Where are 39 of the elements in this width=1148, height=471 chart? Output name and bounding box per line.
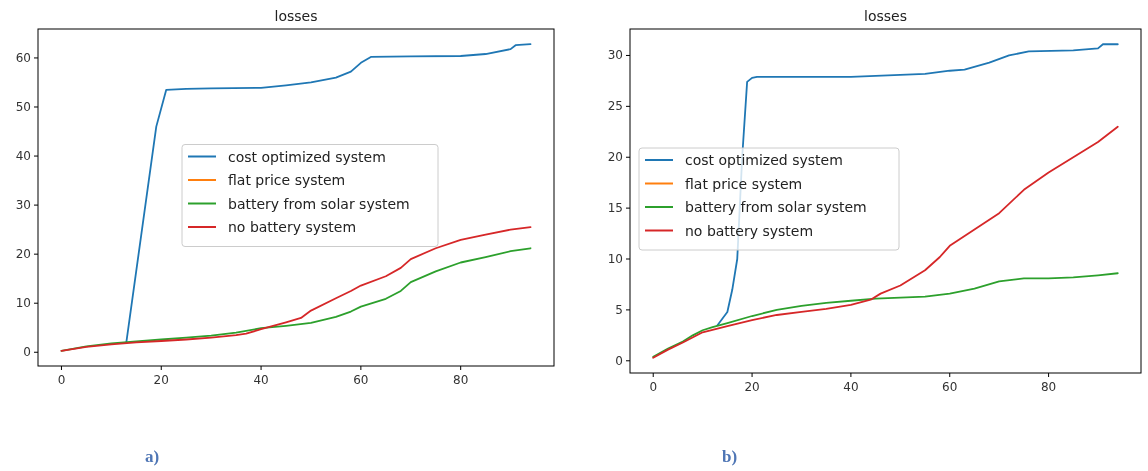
y-tick-label: 0 (615, 353, 623, 368)
y-tick-label: 50 (15, 100, 31, 114)
y-tick-label: 20 (607, 150, 623, 165)
x-tick-label: 60 (353, 373, 369, 387)
legend-label: no battery system (228, 219, 357, 235)
y-tick-label: 30 (607, 48, 623, 63)
y-tick-label: 60 (15, 50, 31, 65)
line-series (125, 43, 532, 344)
line-series (652, 125, 1119, 359)
legend-label: flat price system (228, 172, 346, 188)
text: b) (722, 447, 738, 466)
chart-title: losses (274, 8, 318, 24)
x-tick-label: 40 (843, 380, 859, 394)
line-series (652, 272, 1119, 358)
y-tick-label: 10 (15, 296, 31, 311)
text: a) (145, 447, 160, 466)
x-tick-label: 20 (153, 373, 169, 387)
legend-label: cost optimized system (685, 152, 843, 168)
x-tick-label: 80 (453, 373, 469, 387)
x-tick-label: 60 (942, 380, 958, 394)
y-tick-label: 0 (23, 345, 31, 360)
legend-label: flat price system (685, 175, 803, 192)
legend-label: battery from solar system (228, 195, 410, 212)
y-tick-label: 20 (15, 247, 31, 262)
y-tick-label: 15 (607, 201, 623, 216)
chart-title: losses (864, 8, 907, 24)
x-tick-label: 0 (57, 373, 66, 387)
x-tick-label: 80 (1040, 380, 1057, 394)
y-tick-label: 30 (15, 198, 31, 213)
y-tick-label: 10 (607, 252, 623, 267)
legend-label: no battery system (685, 222, 814, 239)
legend-label: battery from solar system (685, 199, 867, 215)
legend-label: cost optimized system (228, 148, 386, 165)
y-tick-label: 40 (15, 149, 31, 164)
x-tick-label: 0 (649, 380, 658, 394)
y-tick-label: 25 (607, 99, 623, 114)
x-tick-label: 20 (744, 380, 760, 394)
x-tick-label: 40 (253, 373, 269, 387)
y-tick-label: 5 (615, 302, 623, 317)
